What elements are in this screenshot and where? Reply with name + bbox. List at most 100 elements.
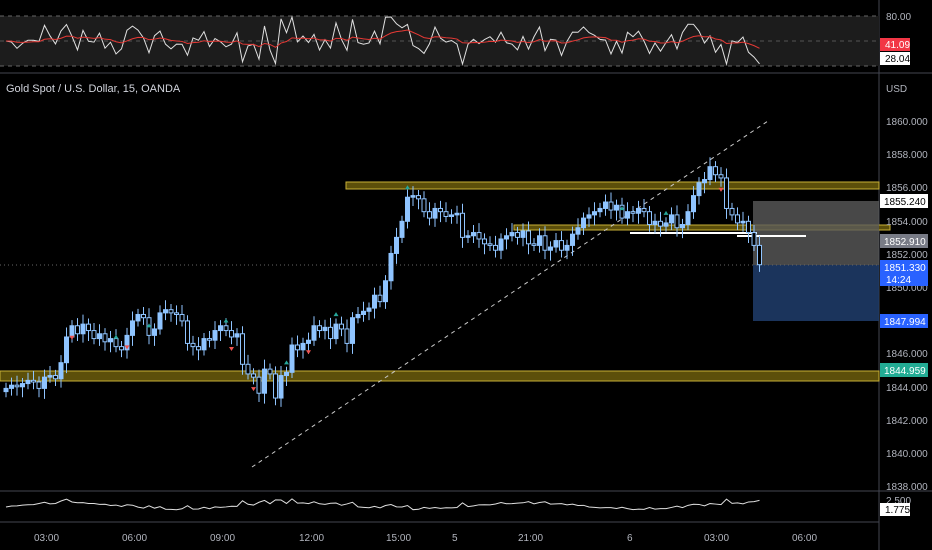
candle-body bbox=[273, 373, 278, 399]
symbol-title: Gold Spot / U.S. Dollar, 15, OANDA bbox=[6, 83, 181, 95]
time-tick: 15:00 bbox=[386, 533, 411, 544]
candle-body bbox=[586, 214, 592, 219]
candle-body bbox=[377, 294, 383, 303]
candle-body bbox=[680, 224, 685, 229]
candle-body bbox=[42, 376, 47, 389]
price-tick: 1838.000 bbox=[886, 482, 928, 493]
candle-body bbox=[603, 201, 608, 209]
signal-markers bbox=[69, 185, 724, 392]
price-tick: 1844.000 bbox=[886, 383, 928, 394]
candle-body bbox=[234, 333, 240, 338]
support-zone[interactable] bbox=[0, 370, 880, 382]
svg-text:14:24: 14:24 bbox=[886, 275, 911, 286]
candle-body bbox=[740, 220, 746, 224]
candle-body bbox=[245, 363, 251, 375]
candle-body bbox=[251, 373, 256, 378]
svg-text:1852.910: 1852.910 bbox=[884, 237, 926, 248]
candle-body bbox=[388, 252, 394, 282]
stop-zone[interactable] bbox=[753, 201, 879, 265]
trendline[interactable] bbox=[251, 120, 769, 468]
candle-body bbox=[240, 333, 245, 365]
price-tag-stop: 1855.240 bbox=[880, 194, 928, 208]
time-axis[interactable]: 03:00 06:00 09:00 12:00 15:00 5 21:00 6 … bbox=[34, 533, 817, 544]
candle-body bbox=[300, 342, 306, 351]
price-tag-target: 1847.994 bbox=[880, 314, 928, 328]
candle-body bbox=[504, 235, 509, 240]
candle-body bbox=[531, 243, 537, 246]
candle-body bbox=[454, 212, 460, 216]
candle-body bbox=[685, 211, 691, 226]
lower-tag: 1.775 bbox=[880, 503, 910, 516]
rsi-tag-red: 41.09 bbox=[880, 38, 910, 51]
price-tick: 1840.000 bbox=[886, 449, 928, 460]
candle-body bbox=[201, 338, 207, 351]
lower-indicator-line bbox=[5, 498, 760, 511]
down-signal-marker bbox=[124, 345, 130, 350]
candle-body bbox=[614, 204, 619, 211]
price-tick: 1856.000 bbox=[886, 183, 928, 194]
up-signal-marker bbox=[405, 185, 410, 190]
svg-text:1844.959: 1844.959 bbox=[884, 366, 926, 377]
candle-body bbox=[317, 325, 322, 332]
candle-body bbox=[25, 379, 31, 385]
price-tick: 1852.000 bbox=[886, 250, 928, 261]
price-tag-current: 1851.330 14:24 bbox=[880, 260, 928, 286]
candle-body bbox=[625, 211, 630, 219]
candle-body bbox=[311, 325, 317, 341]
time-tick: 06:00 bbox=[792, 533, 817, 544]
time-tick: 6 bbox=[627, 533, 633, 544]
candle-body bbox=[394, 236, 399, 254]
candle-body bbox=[449, 214, 454, 217]
candle-body bbox=[218, 325, 223, 332]
candle-body bbox=[696, 182, 702, 197]
candle-body bbox=[179, 313, 185, 322]
candle-body bbox=[152, 328, 157, 336]
candle-body bbox=[344, 328, 350, 344]
candle-body bbox=[141, 313, 146, 319]
price-tick: 1854.000 bbox=[886, 217, 928, 228]
time-tick: 09:00 bbox=[210, 533, 235, 544]
candle-body bbox=[641, 207, 647, 213]
up-signal-marker bbox=[223, 318, 229, 323]
candle-body bbox=[185, 320, 190, 344]
candle-body bbox=[691, 195, 696, 213]
candle-body bbox=[97, 333, 102, 340]
candle-body bbox=[405, 196, 410, 222]
time-tick: 03:00 bbox=[34, 533, 59, 544]
candle-body bbox=[256, 376, 262, 394]
up-signal-marker bbox=[284, 360, 289, 365]
candle-body bbox=[460, 212, 465, 238]
candle-body bbox=[399, 220, 405, 238]
resistance-zone[interactable] bbox=[345, 181, 880, 190]
candle-body bbox=[608, 201, 614, 211]
candle-body bbox=[746, 220, 751, 234]
candle-body bbox=[383, 280, 388, 303]
candle-body bbox=[724, 177, 729, 209]
candle-body bbox=[427, 211, 432, 219]
candle-body bbox=[713, 166, 718, 176]
svg-text:1847.994: 1847.994 bbox=[884, 317, 926, 328]
candle-body bbox=[223, 325, 229, 332]
candles bbox=[3, 157, 762, 407]
candle-body bbox=[597, 207, 603, 213]
mid-zone[interactable] bbox=[513, 224, 891, 231]
candle-body bbox=[113, 338, 119, 348]
time-tick: 5 bbox=[452, 533, 458, 544]
candle-body bbox=[410, 195, 416, 198]
candle-body bbox=[130, 320, 135, 336]
price-axis[interactable]: 1860.000 1858.000 1856.000 1854.000 1852… bbox=[886, 117, 928, 493]
price-tick: 1850.000 bbox=[886, 283, 928, 294]
candle-body bbox=[509, 232, 515, 237]
candle-body bbox=[476, 232, 482, 240]
candle-body bbox=[53, 375, 58, 380]
candle-body bbox=[553, 240, 559, 248]
candle-body bbox=[647, 211, 652, 226]
candle-body bbox=[366, 307, 372, 312]
time-tick: 12:00 bbox=[299, 533, 324, 544]
candle-body bbox=[570, 233, 575, 246]
target-zone[interactable] bbox=[753, 265, 879, 321]
candle-body bbox=[196, 346, 201, 351]
down-signal-marker bbox=[251, 387, 256, 392]
up-signal-marker bbox=[333, 312, 339, 317]
